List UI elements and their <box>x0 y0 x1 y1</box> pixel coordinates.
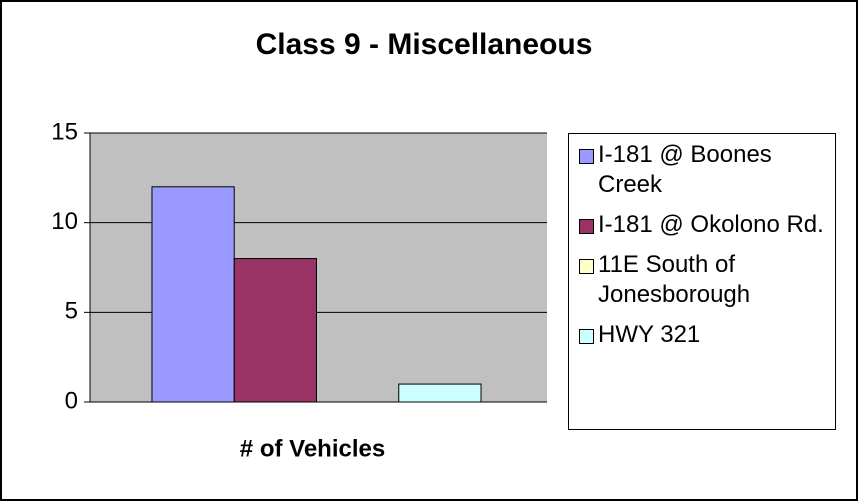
legend-entry: I-181 @ Boones Creek <box>579 140 835 200</box>
legend: I-181 @ Boones Creek I-181 @ Okolono Rd. 1… <box>568 133 836 430</box>
bar <box>151 186 235 403</box>
legend-entry: I-181 @ Okolono Rd. <box>579 210 835 240</box>
y-tick-label: 5 <box>65 298 78 325</box>
bar <box>233 258 318 403</box>
legend-label: I-181 @ Okolono Rd. <box>598 211 824 238</box>
chart-title: Class 9 - Miscellaneous <box>256 28 593 61</box>
legend-label: 11E South of Jonesborough <box>598 251 751 308</box>
legend-swatch <box>579 149 594 164</box>
bar <box>398 383 482 403</box>
y-tick-label: 0 <box>65 387 78 414</box>
legend-swatch <box>579 259 594 274</box>
y-tick-label: 10 <box>51 208 78 235</box>
legend-swatch <box>579 329 594 344</box>
legend-entry: 11E South of Jonesborough <box>579 250 835 310</box>
legend-label: HWY 321 <box>598 321 701 348</box>
legend-label: I-181 @ Boones Creek <box>598 141 772 198</box>
x-tick-label: # of Vehicles <box>240 435 385 462</box>
legend-entry: HWY 321 <box>579 320 835 350</box>
legend-swatch <box>579 219 594 234</box>
y-tick-label: 15 <box>51 118 78 145</box>
